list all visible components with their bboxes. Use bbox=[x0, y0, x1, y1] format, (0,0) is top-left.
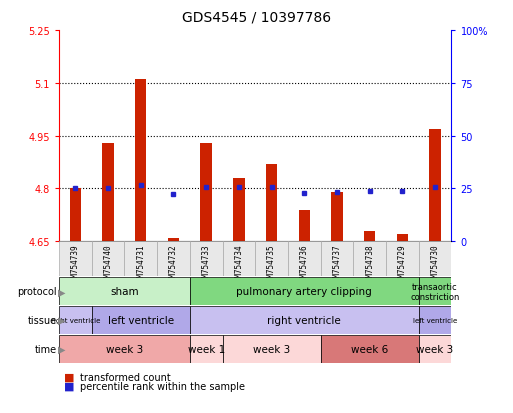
Bar bbox=[59, 306, 92, 335]
Bar bbox=[364, 231, 376, 242]
Bar bbox=[429, 129, 441, 242]
Bar bbox=[419, 335, 451, 363]
Text: GSM754733: GSM754733 bbox=[202, 243, 211, 285]
Text: transaortic
constriction: transaortic constriction bbox=[410, 282, 460, 301]
Bar bbox=[190, 242, 223, 277]
Bar bbox=[59, 335, 190, 363]
Text: left ventricle: left ventricle bbox=[413, 318, 457, 323]
Bar bbox=[223, 242, 255, 277]
Bar bbox=[223, 335, 321, 363]
Text: GSM754731: GSM754731 bbox=[136, 243, 145, 285]
Bar bbox=[124, 242, 157, 277]
Text: ■: ■ bbox=[64, 372, 74, 382]
Bar bbox=[299, 210, 310, 242]
Text: GDS4545 / 10397786: GDS4545 / 10397786 bbox=[182, 10, 331, 24]
Text: ▶: ▶ bbox=[58, 316, 66, 325]
Text: tissue: tissue bbox=[27, 316, 56, 325]
Bar bbox=[321, 242, 353, 277]
Text: sham: sham bbox=[110, 287, 139, 297]
Text: GSM754740: GSM754740 bbox=[104, 243, 112, 285]
Bar bbox=[190, 278, 419, 306]
Bar bbox=[135, 80, 147, 242]
Text: protocol: protocol bbox=[17, 287, 56, 297]
Text: time: time bbox=[34, 344, 56, 354]
Text: left ventricle: left ventricle bbox=[108, 316, 174, 325]
Bar bbox=[266, 164, 278, 242]
Text: week 3: week 3 bbox=[106, 344, 143, 354]
Text: GSM754730: GSM754730 bbox=[430, 243, 440, 285]
Text: GSM754738: GSM754738 bbox=[365, 243, 374, 285]
Text: GSM754734: GSM754734 bbox=[234, 243, 243, 285]
Bar bbox=[255, 242, 288, 277]
Text: week 6: week 6 bbox=[351, 344, 388, 354]
Text: week 3: week 3 bbox=[253, 344, 290, 354]
Bar bbox=[59, 242, 92, 277]
Bar bbox=[419, 278, 451, 306]
Text: GSM754732: GSM754732 bbox=[169, 243, 178, 285]
Text: pulmonary artery clipping: pulmonary artery clipping bbox=[236, 287, 372, 297]
Text: GSM754729: GSM754729 bbox=[398, 243, 407, 285]
Bar bbox=[288, 242, 321, 277]
Text: ▶: ▶ bbox=[58, 287, 66, 297]
Bar bbox=[70, 189, 81, 242]
Text: right ventricle: right ventricle bbox=[51, 318, 100, 323]
Bar bbox=[386, 242, 419, 277]
Bar bbox=[102, 143, 114, 242]
Text: week 3: week 3 bbox=[417, 344, 453, 354]
Bar bbox=[59, 278, 190, 306]
Text: ■: ■ bbox=[64, 381, 74, 391]
Text: transformed count: transformed count bbox=[80, 372, 170, 382]
Bar bbox=[419, 242, 451, 277]
Bar bbox=[92, 306, 190, 335]
Text: GSM754739: GSM754739 bbox=[71, 243, 80, 285]
Bar bbox=[92, 242, 125, 277]
Bar bbox=[190, 306, 419, 335]
Text: GSM754737: GSM754737 bbox=[332, 243, 342, 285]
Bar bbox=[321, 335, 419, 363]
Bar bbox=[331, 192, 343, 242]
Bar bbox=[233, 178, 245, 242]
Text: GSM754735: GSM754735 bbox=[267, 243, 276, 285]
Bar bbox=[157, 242, 190, 277]
Bar bbox=[353, 242, 386, 277]
Text: ▶: ▶ bbox=[58, 344, 66, 354]
Text: week 1: week 1 bbox=[188, 344, 225, 354]
Text: right ventricle: right ventricle bbox=[267, 316, 341, 325]
Bar bbox=[419, 306, 451, 335]
Bar bbox=[190, 335, 223, 363]
Text: percentile rank within the sample: percentile rank within the sample bbox=[80, 381, 245, 391]
Bar bbox=[168, 238, 179, 242]
Text: GSM754736: GSM754736 bbox=[300, 243, 309, 285]
Bar bbox=[397, 235, 408, 242]
Bar bbox=[201, 143, 212, 242]
